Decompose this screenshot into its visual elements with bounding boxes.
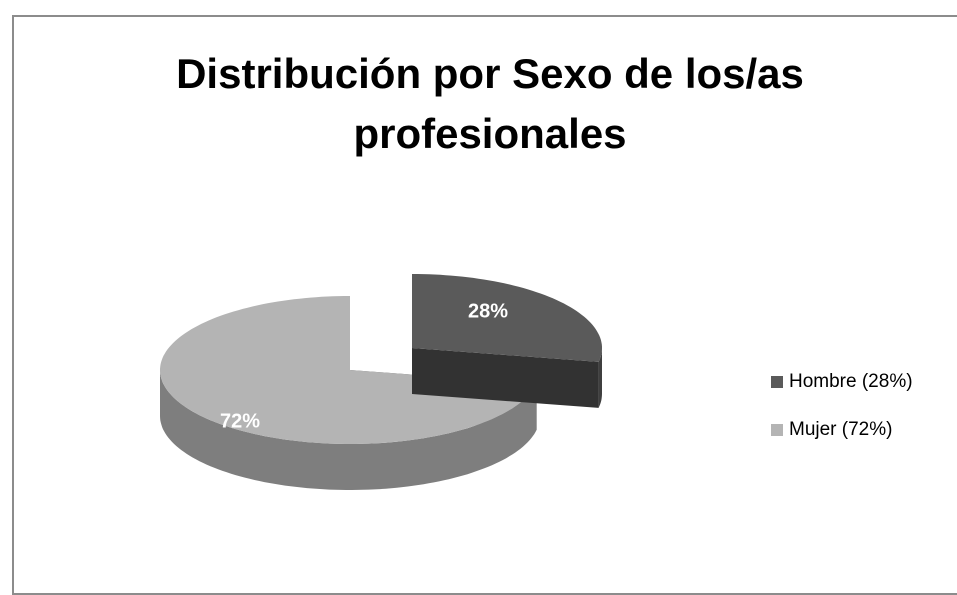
slice-wall (598, 348, 602, 408)
chart: 28% 72% Hombre (28%) Mujer (72%) (160, 274, 913, 490)
legend-swatch (771, 424, 783, 436)
legend-label: Hombre (28%) (789, 371, 913, 392)
data-label: 72% (220, 410, 260, 432)
legend-swatch (771, 376, 783, 388)
data-label: 28% (468, 300, 508, 322)
slice (412, 274, 602, 362)
chart-title: Distribución por Sexo de los/as profesio… (176, 50, 804, 157)
legend-label: Mujer (72%) (789, 419, 892, 440)
page: Distribución por Sexo de los/as profesio… (12, 15, 957, 595)
slice (160, 296, 537, 444)
slice-side-face (412, 348, 599, 408)
slice-wall (160, 370, 537, 490)
